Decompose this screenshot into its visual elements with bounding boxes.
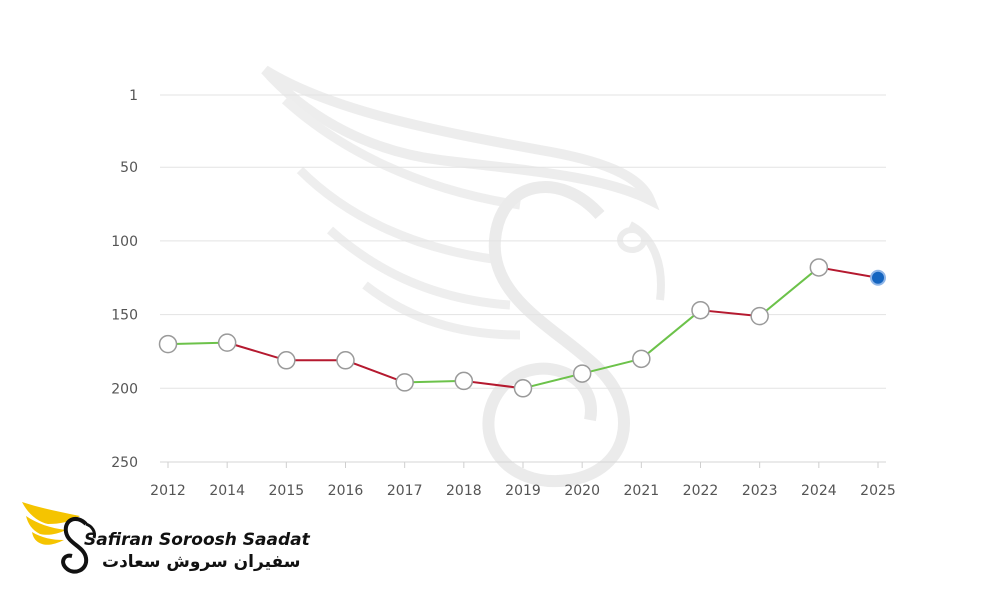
data-point[interactable] [750,306,769,326]
x-tick-label: 2024 [801,483,837,499]
line-segment [345,359,406,384]
line-segment [404,379,464,384]
x-tick-label: 2012 [150,483,186,499]
data-point[interactable] [336,351,355,370]
x-tick-label: 2019 [505,483,541,499]
x-tick-label: 2017 [387,483,423,499]
x-tick-label: 2020 [564,483,600,499]
x-tick-label: 2023 [742,483,778,499]
y-tick-label: 1 [129,88,138,104]
line-segment [167,341,228,346]
data-point[interactable] [691,300,710,320]
data-point[interactable] [513,379,533,398]
line-segment [700,309,760,318]
line-segment [463,379,524,390]
data-point[interactable] [809,258,829,277]
x-tick-label: 2016 [328,483,364,499]
company-name-persian: سفیران سروش سعادت [102,552,301,572]
line-segment [522,372,583,390]
x-tick-label: 2022 [683,483,719,499]
line-segment [818,266,879,279]
swan-wing-watermark-icon [261,65,665,488]
x-axis-ticks: 2012 2014 2015 2016 2017 2018 2019 2020 2021 2022… [150,462,896,499]
line-segment [759,266,820,317]
data-point[interactable] [217,333,237,352]
data-point[interactable] [454,371,474,391]
data-point[interactable] [572,364,592,383]
series-line [167,266,879,390]
y-tick-label: 200 [111,381,138,397]
line-segment [640,309,702,360]
company-logo: Safiran Soroosh Saadat سفیران سروش سعادت [20,494,310,584]
line-segment [226,341,287,362]
current-data-point[interactable] [870,269,886,286]
data-point[interactable] [632,349,651,369]
y-tick-label: 150 [111,308,138,324]
data-point[interactable] [277,351,296,370]
y-tick-label: 250 [111,455,138,471]
data-point[interactable] [158,334,178,354]
x-tick-label: 2014 [209,483,245,499]
data-point[interactable] [395,373,414,392]
y-tick-label: 50 [120,160,138,176]
y-tick-label: 100 [111,234,138,250]
line-segment [581,357,642,375]
x-tick-label: 2025 [860,483,896,499]
swan-wing-logo-icon [22,502,96,574]
series-points [158,258,886,398]
company-name-english: Safiran Soroosh Saadat [84,530,310,550]
x-tick-label: 2015 [269,483,305,499]
x-tick-label: 2021 [624,483,660,499]
x-tick-label: 2018 [446,483,482,499]
